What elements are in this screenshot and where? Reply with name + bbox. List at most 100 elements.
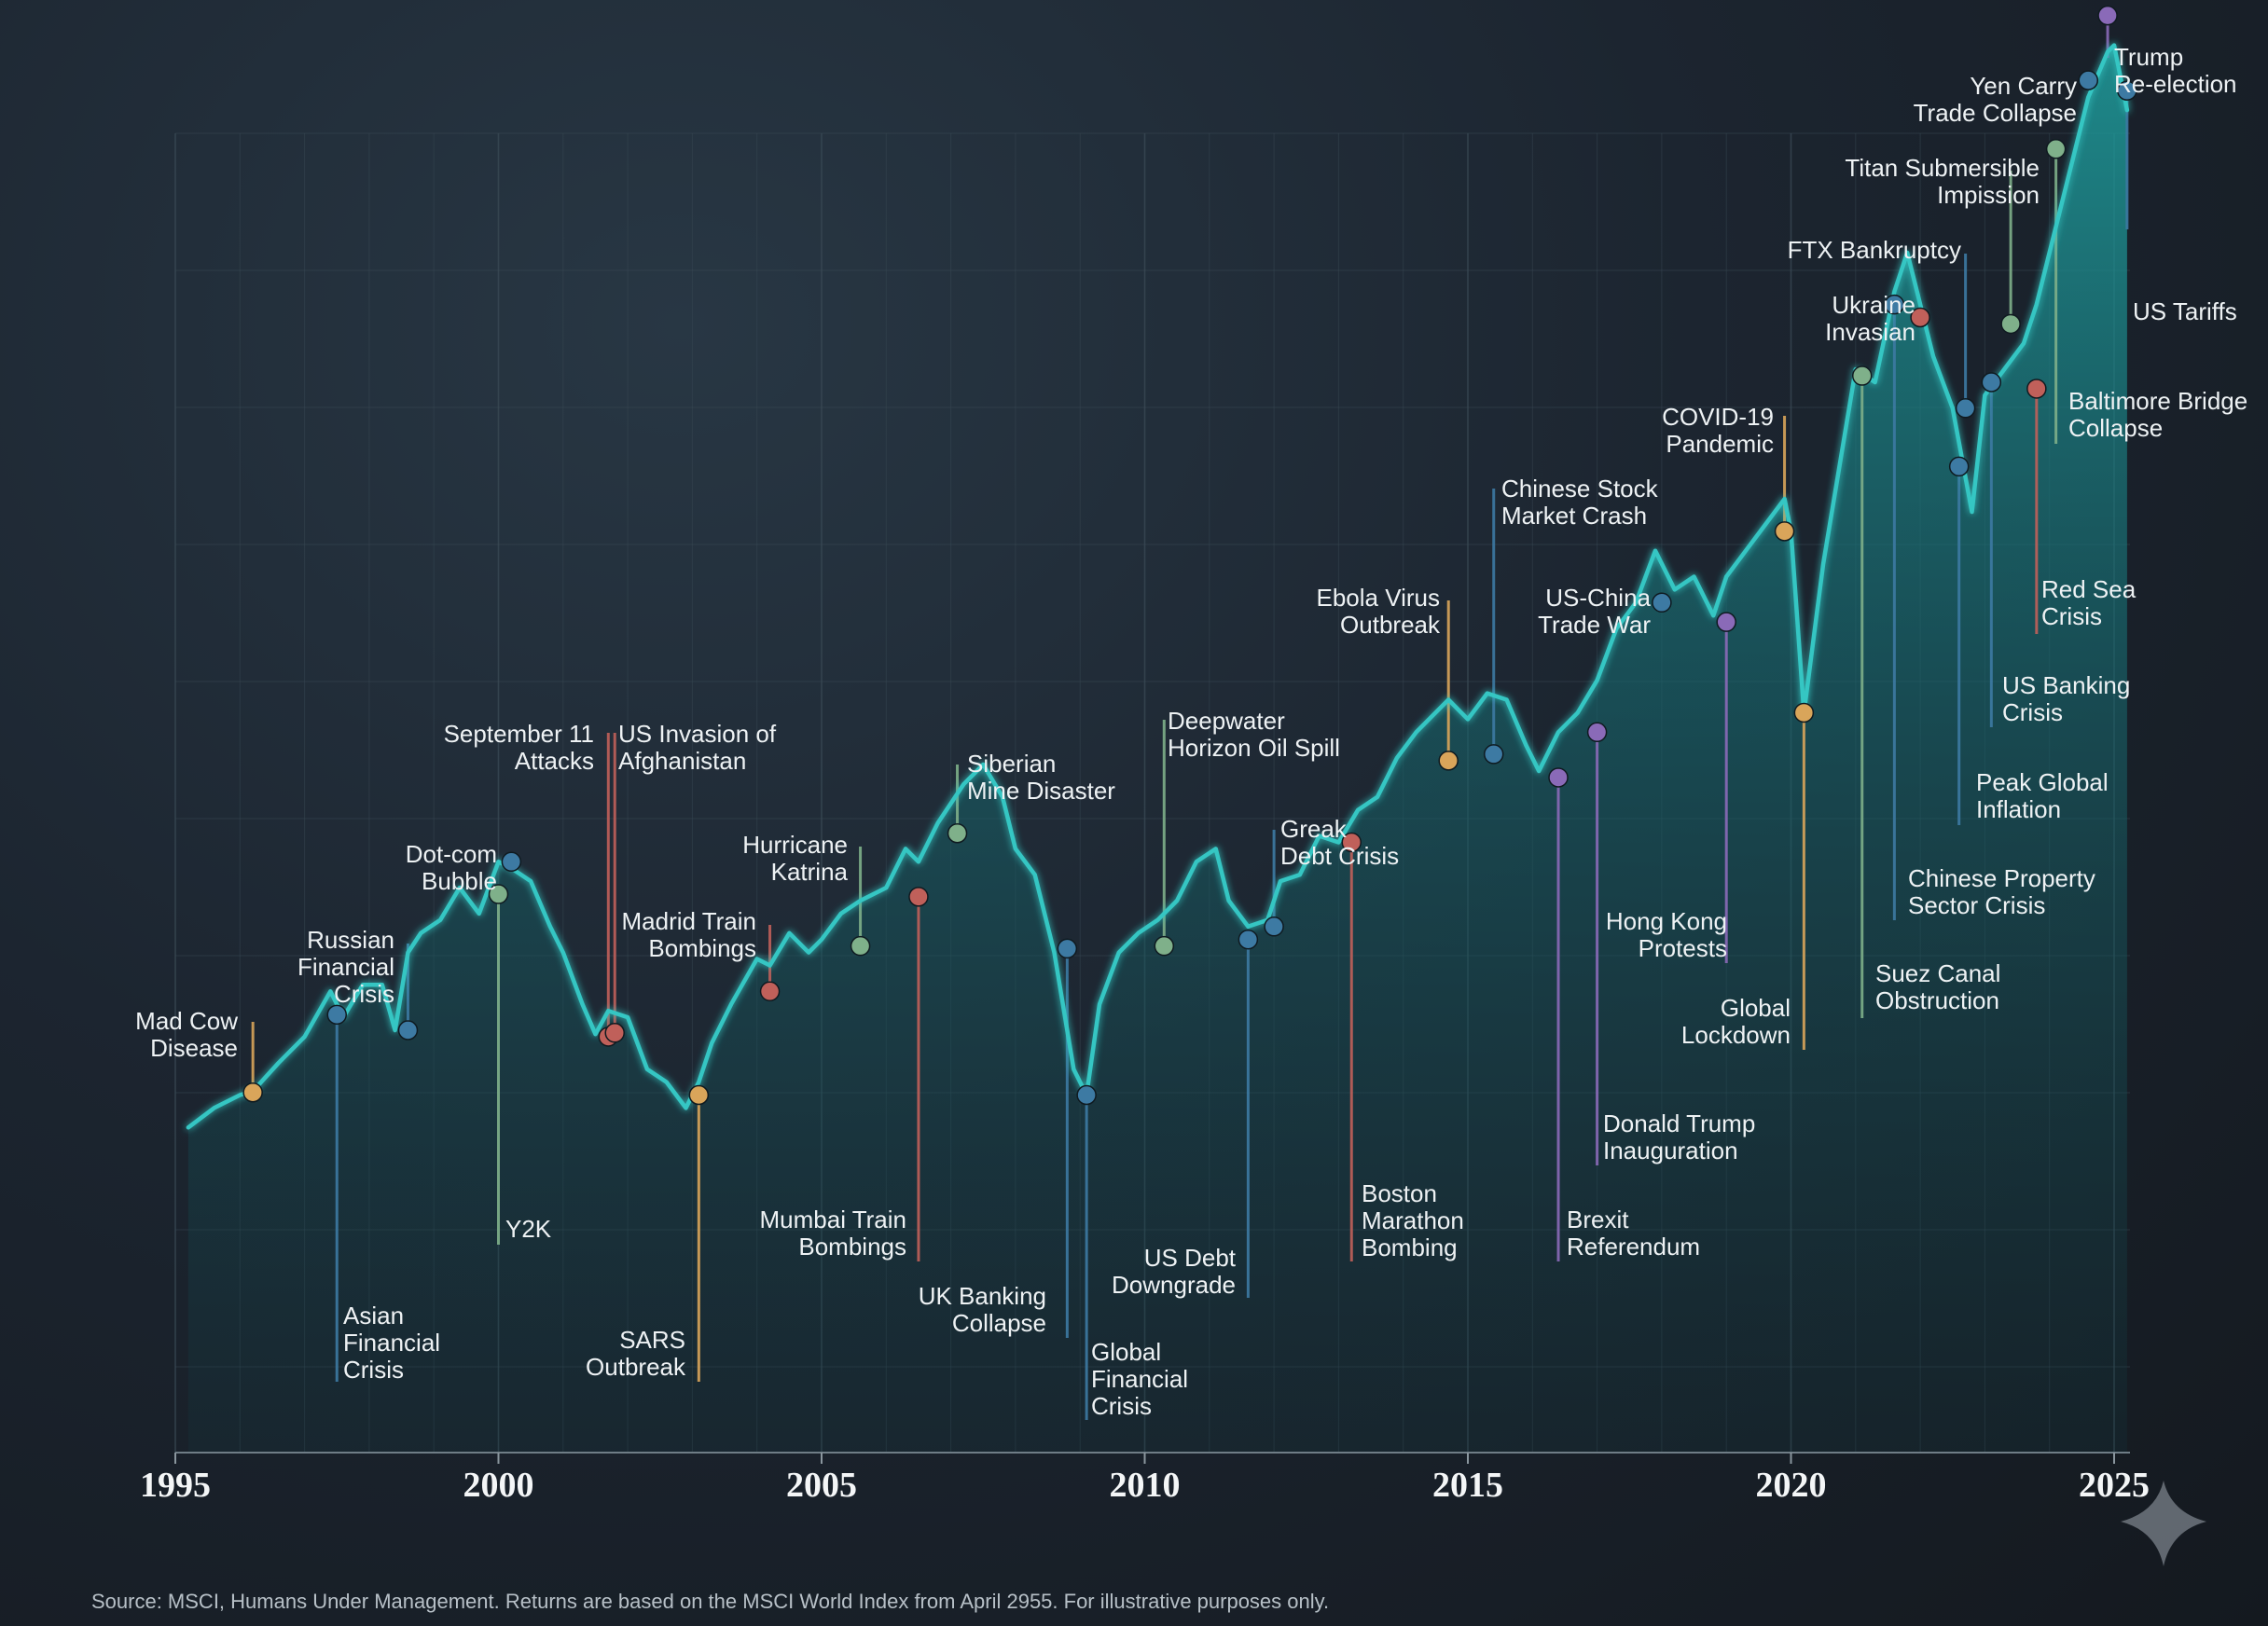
event-marker-greak-debt-crisis[interactable]	[1264, 916, 1284, 937]
event-marker-global-lockdown[interactable]	[1793, 702, 1815, 723]
event-label-line: Inflation	[1976, 795, 2061, 823]
event-marker-dot-com-bubble[interactable]	[501, 851, 522, 873]
event-label-madrid-train-bombings: Madrid Train Bombings	[622, 907, 757, 962]
event-marker-covid-19-pandemic[interactable]	[1774, 521, 1795, 542]
event-stems	[251, 15, 2129, 1420]
event-label-trump-re-election: Trump Re-election	[2114, 43, 2237, 98]
event-label-mad-cow-disease: Mad Cow Disease	[135, 1007, 238, 1062]
event-label-line: Russian	[307, 926, 394, 954]
event-label-us-banking-crisis: US Banking Crisis	[2002, 671, 2130, 726]
event-label-chinese-property-sector-crisis: Chinese Property Sector Crisis	[1908, 864, 2095, 919]
event-marker-chinese-property-sector-crisis[interactable]	[1884, 294, 1905, 315]
x-tick-label-2000: 2000	[463, 1466, 534, 1505]
event-label-line: Pandemic	[1666, 430, 1774, 458]
event-marker-global-financial-crisis[interactable]	[1076, 1084, 1097, 1106]
event-label-yen-carry-trade-collapse: Yen Carry Trade Collapse	[1914, 72, 2077, 127]
event-label-line: Obstruction	[1875, 986, 1999, 1014]
x-tick-label-2020: 2020	[1756, 1466, 1827, 1505]
event-label-global-lockdown: Global Lockdown	[1681, 994, 1791, 1049]
event-label-line: Red Sea	[2041, 575, 2137, 603]
event-marker-ebola-virus-outbreak[interactable]	[1438, 751, 1459, 771]
event-marker-red-sea-crisis[interactable]	[2026, 379, 2047, 399]
event-label-line: Trade Collapse	[1914, 99, 2077, 127]
event-marker-titan-submersible-impission[interactable]	[2000, 313, 2021, 335]
event-labels: Mad Cow Disease Asian Financial Crisis Russia…	[135, 43, 2247, 1420]
event-label-line: Sector Crisis	[1908, 891, 2045, 919]
event-label-sars-outbreak: SARS Outbreak	[586, 1326, 686, 1381]
event-label-line: Global	[1091, 1338, 1161, 1366]
event-label-line: US Invasion of	[618, 720, 777, 748]
event-label-line: Downgrade	[1112, 1271, 1236, 1299]
event-marker-peak-global-inflation[interactable]	[1948, 456, 1970, 477]
event-marker-us-invasion-of-afghanistan[interactable]	[604, 1023, 625, 1043]
event-label-asian-financial-crisis: Asian Financial Crisis	[343, 1302, 440, 1384]
event-marker-y2k[interactable]	[488, 884, 509, 904]
event-marker-mumbai-train-bombings[interactable]	[908, 887, 929, 907]
event-label-line: Impission	[1937, 181, 2040, 209]
event-marker-deepwater-horizon-oil-spill[interactable]	[1154, 935, 1175, 957]
event-label-line: Madrid Train	[622, 907, 757, 935]
event-markers	[242, 5, 2137, 1106]
event-marker-ftx-bankruptcy[interactable]	[1955, 398, 1976, 419]
event-marker-mad-cow-disease[interactable]	[242, 1082, 263, 1103]
event-marker-ukraine-invasian[interactable]	[1910, 307, 1930, 328]
event-marker-asian-financial-crisis[interactable]	[326, 1004, 347, 1026]
event-label-us-tariffs: US Tariffs	[2133, 297, 2237, 325]
event-label-global-financial-crisis: Global Financial Crisis	[1091, 1338, 1188, 1420]
event-marker-siberian-mine-disaster[interactable]	[947, 822, 968, 844]
event-label-line: Ebola Virus	[1317, 584, 1441, 612]
event-label-line: Inauguration	[1603, 1137, 1738, 1164]
event-marker-yen-carry-trade-collapse[interactable]	[2078, 70, 2099, 90]
event-marker-us-china-trade-war[interactable]	[1652, 592, 1672, 613]
event-label-line: Hong Kong	[1606, 907, 1727, 935]
event-marker-sars-outbreak[interactable]	[688, 1084, 710, 1106]
event-label-us-debt-downgrade: US Debt Downgrade	[1112, 1244, 1237, 1299]
event-label-line: COVID-19	[1662, 403, 1774, 431]
event-label-line: Collapse	[952, 1309, 1046, 1337]
event-label-line: Crisis	[2002, 698, 2063, 726]
event-label-line: Re-election	[2114, 70, 2237, 98]
event-label-brexit-referendum: Brexit Referendum	[1567, 1206, 1700, 1261]
event-marker-trump-re-election[interactable]	[2097, 5, 2118, 26]
event-label-line: US-China	[1545, 584, 1651, 612]
event-label-line: September 11	[444, 720, 594, 748]
event-label-line: Baltimore Bridge	[2068, 387, 2247, 415]
event-marker-chinese-stock-market-crash[interactable]	[1483, 744, 1504, 765]
line-layer	[186, 43, 2130, 1130]
event-label-ukraine-invasian: Ukraine Invasian	[1825, 291, 1915, 346]
event-label-siberian-mine-disaster: Siberian Mine Disaster	[967, 750, 1115, 805]
event-marker-us-debt-downgrade[interactable]	[1238, 929, 1259, 950]
event-marker-madrid-train-bombings[interactable]	[759, 981, 781, 1002]
event-label-deepwater-horizon-oil-spill: Deepwater Horizon Oil Spill	[1168, 707, 1340, 762]
event-label-line: Hurricane	[742, 831, 848, 859]
event-label-line: Collapse	[2068, 414, 2163, 442]
event-label-line: Market Crash	[1501, 502, 1647, 530]
event-label-line: Attacks	[515, 747, 594, 775]
event-marker-us-banking-crisis[interactable]	[1981, 372, 2002, 393]
event-marker-russian-financial-crisis[interactable]	[397, 1020, 419, 1040]
event-label-line: Mumbai Train	[760, 1206, 907, 1233]
event-label-us-china-trade-war: US-China Trade War	[1538, 584, 1651, 639]
event-marker-baltimore-bridge-collapse[interactable]	[2045, 139, 2067, 159]
event-marker-suez-canal-obstruction[interactable]	[1851, 365, 1873, 386]
event-label-suez-canal-obstruction: Suez Canal Obstruction	[1875, 959, 2000, 1014]
event-label-baltimore-bridge-collapse: Baltimore Bridge Collapse	[2068, 387, 2247, 442]
event-marker-hurricane-katrina[interactable]	[850, 935, 871, 957]
area-fill	[187, 45, 2127, 1454]
event-marker-hong-kong-protests[interactable]	[1716, 612, 1736, 632]
event-label-line: US Debt	[1144, 1244, 1237, 1272]
event-label-titan-submersible-impission: Titan Submersible Impission	[1845, 154, 2040, 209]
event-label-hurricane-katrina: Hurricane Katrina	[742, 831, 848, 886]
event-label-greak-debt-crisis: Greak Debt Crisis	[1280, 815, 1399, 870]
event-marker-uk-banking-collapse[interactable]	[1057, 938, 1078, 959]
event-marker-boston-marathon-bombing[interactable]	[1341, 832, 1362, 853]
event-marker-us-tariffs[interactable]	[2117, 80, 2137, 101]
event-marker-donald-trump-inauguration[interactable]	[1586, 722, 1608, 743]
event-label-dot-com-bubble: Dot-com Bubble	[406, 840, 497, 895]
x-tick-label-1995: 1995	[140, 1466, 211, 1505]
event-label-peak-global-inflation: Peak Global Inflation	[1976, 768, 2109, 823]
event-marker-brexit-referendum[interactable]	[1548, 767, 1569, 788]
event-label-line: Outbreak	[586, 1353, 686, 1381]
event-label-line: Mine Disaster	[967, 777, 1115, 805]
